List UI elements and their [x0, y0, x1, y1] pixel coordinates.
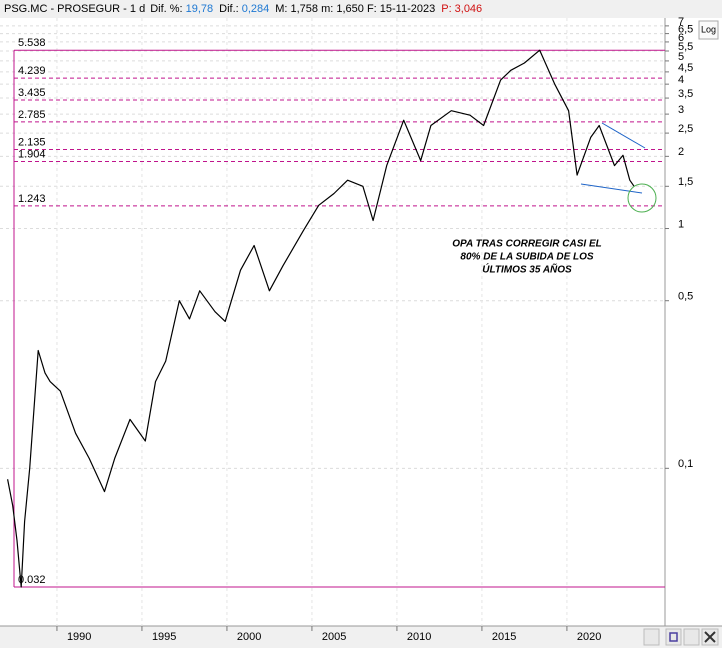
value: 19,78 [186, 3, 214, 15]
x-tick-label: 2020 [577, 631, 601, 643]
annotation: 80% DE LA SUBIDA DE LOS [460, 252, 593, 263]
x-tick-label: 2015 [492, 631, 516, 643]
level-label: 4.239 [18, 65, 46, 77]
y-tick-label: 5,5 [678, 41, 693, 53]
header-text: PSG.MC - PROSEGUR - 1 d Dif. %: 19,78 Dif.:… [4, 3, 482, 15]
icon [669, 632, 678, 642]
x-tick-label: 2000 [237, 631, 261, 643]
highlight-circle [627, 183, 657, 213]
label: Dif. %: [150, 3, 182, 15]
value: 0,284 [242, 3, 270, 15]
annotation: OPA TRAS CORREGIR CASI EL [452, 239, 601, 250]
stats: M: 1,758 m: 1,650 F: 15-11-2023 [275, 3, 435, 15]
log-button[interactable] [698, 20, 719, 40]
button[interactable] [683, 628, 700, 646]
x-tick-label: 2005 [322, 631, 346, 643]
trend-line [601, 122, 646, 149]
annotation: ÚLTIMOS 35 AÑOS [482, 263, 572, 276]
level-label: 1.243 [18, 193, 46, 205]
period: 1 d [130, 3, 145, 15]
x-tick-label: 1990 [67, 631, 91, 643]
plot-area: 0,1 0,5 1 1,5 2 2,5 3 3,5 44,555,566,57 1990 1995 2… [0, 16, 693, 643]
log-button-label[interactable]: Log [701, 24, 716, 34]
symbol: PSG.MC - PROSEGUR - [4, 3, 130, 15]
trend-line [580, 183, 643, 194]
level-label: 1.904 [18, 148, 46, 160]
header-bar [0, 0, 722, 18]
y-tick-label: 1,5 [678, 176, 693, 188]
button[interactable] [665, 628, 682, 646]
price-line [7, 49, 635, 588]
y-tick-label: 3 [678, 104, 684, 116]
y-tick-label: 4 [678, 74, 684, 86]
level-label: 0.032 [18, 574, 46, 586]
label: P: [441, 3, 451, 15]
y-tick-label: 6,5 [678, 24, 693, 36]
close-icon [704, 631, 716, 643]
y-tick-label: 0,5 [678, 291, 693, 303]
y-tick-label: 6 [678, 32, 684, 44]
button[interactable] [643, 628, 660, 646]
y-tick-label: 3,5 [678, 88, 693, 100]
x-tick-label: 2010 [407, 631, 431, 643]
level-label: 2.135 [18, 136, 46, 148]
y-tick-label: 2,5 [678, 123, 693, 135]
y-tick-label: 0,1 [678, 458, 693, 470]
y-tick-label: 4,5 [678, 62, 693, 74]
y-tick-label: 7 [678, 16, 684, 28]
y-tick-label: 5 [678, 51, 684, 63]
level-label: 5.538 [18, 37, 46, 49]
label: Dif.: [219, 3, 239, 15]
level-label: 3.435 [18, 87, 46, 99]
value: 3,046 [455, 3, 483, 15]
x-tick-label: 1995 [152, 631, 176, 643]
level-label: 2.785 [18, 109, 46, 121]
x-axis-bar [0, 626, 722, 648]
y-tick-label: 1 [678, 218, 684, 230]
y-tick-label: 2 [678, 146, 684, 158]
